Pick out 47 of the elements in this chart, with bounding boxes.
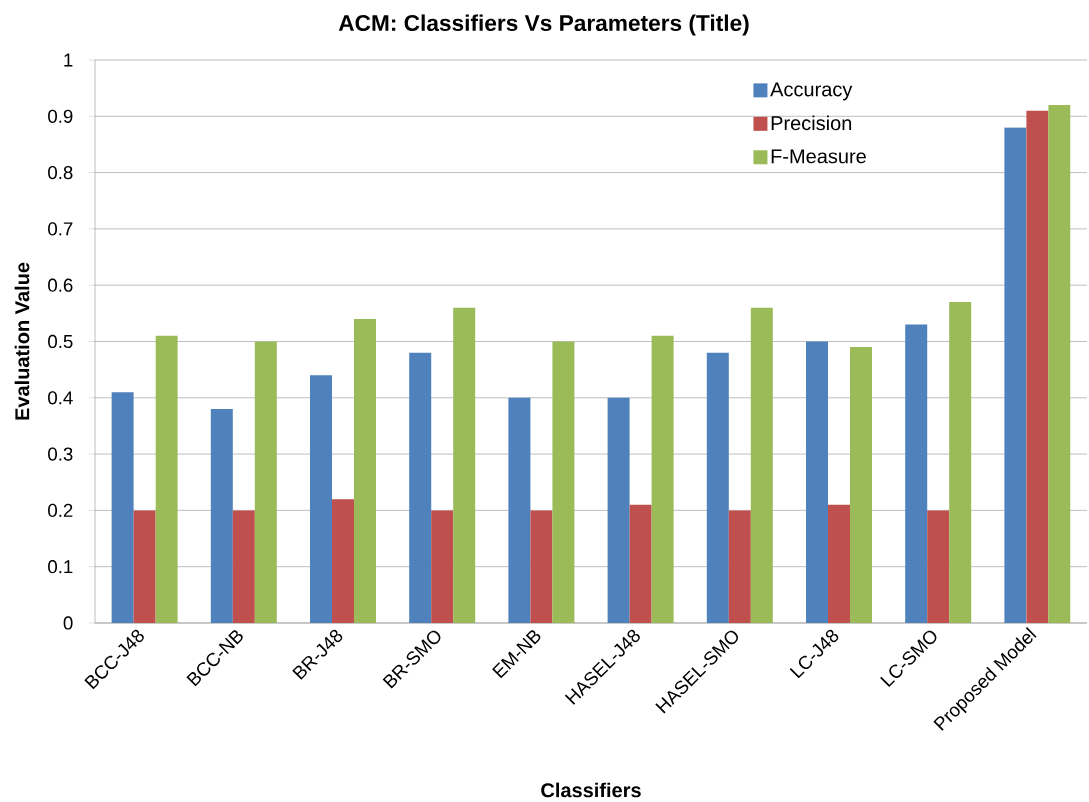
bar [651, 335, 674, 623]
bar [254, 341, 277, 623]
y-tick-label: 0.4 [48, 391, 73, 405]
bar [453, 307, 476, 623]
bar [354, 318, 377, 623]
y-tick-label: 0.9 [48, 109, 73, 123]
bar [232, 510, 255, 623]
bar [806, 341, 829, 623]
y-tick-label: 0.3 [48, 447, 73, 461]
bar [949, 302, 972, 623]
bar [210, 409, 233, 623]
bar [409, 352, 432, 623]
bar [133, 510, 156, 623]
bar [332, 499, 355, 623]
y-axis-title: Evaluation Value [14, 262, 30, 420]
y-tick-label: 0.6 [48, 278, 73, 292]
bar [1048, 105, 1071, 623]
bar [431, 510, 454, 623]
chart-title: ACM: Classifiers Vs Parameters (Title) [338, 14, 749, 36]
y-tick-label: 0.2 [48, 503, 73, 517]
legend-label: Accuracy [770, 82, 853, 101]
bar [508, 397, 531, 623]
bar [750, 307, 773, 623]
legend-label: F-Measure [771, 149, 866, 164]
y-tick-label: 1 [64, 53, 73, 67]
bar [905, 324, 928, 623]
x-axis-title: Classifiers [541, 782, 641, 798]
bar [629, 504, 652, 623]
y-tick-label: 0.7 [48, 222, 73, 236]
bar [850, 347, 873, 623]
bar [607, 397, 630, 623]
bar [111, 392, 134, 623]
bar [1004, 127, 1027, 623]
bar [927, 510, 950, 623]
bar [530, 510, 553, 623]
bar [828, 504, 851, 623]
bar [1026, 110, 1049, 623]
y-tick-label: 0.5 [48, 334, 73, 349]
legend-label: Precision [771, 115, 852, 131]
y-tick-label: 0.8 [48, 165, 73, 180]
bar [728, 510, 751, 623]
bar [155, 335, 178, 623]
y-tick-label: 0.1 [48, 560, 73, 574]
y-tick-label: 0 [63, 616, 73, 630]
bar [706, 352, 729, 623]
bar [552, 341, 575, 623]
bar [310, 375, 333, 623]
